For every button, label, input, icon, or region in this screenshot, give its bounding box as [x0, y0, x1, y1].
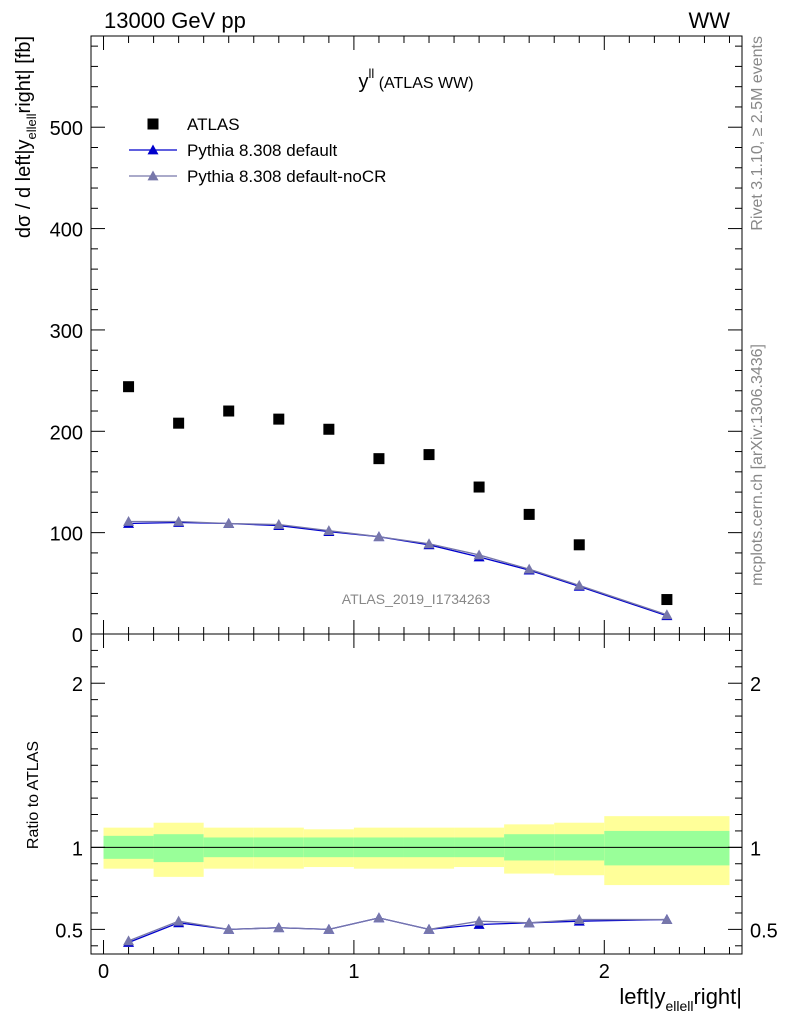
ratio-xlabel-main: left|y — [619, 984, 665, 1009]
legend-marker-triangle — [147, 144, 159, 155]
ratio-frame — [90, 633, 743, 955]
ratio-ytick-label-right: 1 — [750, 838, 761, 860]
data-point-triangle — [173, 515, 185, 526]
ratio-xlabel-sub: ellell — [665, 998, 693, 1014]
ratio-xtick-label: 0 — [98, 961, 109, 983]
legend-marker-triangle — [147, 170, 159, 181]
header-right: WW — [688, 8, 730, 33]
data-point-triangle — [223, 518, 235, 528]
data-point-triangle — [661, 609, 673, 620]
data-point-triangle — [273, 519, 285, 529]
legend-label: Pythia 8.308 default — [187, 141, 338, 160]
main-panel: ATLAS_2019_I1734263 yll (ATLAS WW) dσ / … — [13, 35, 743, 647]
data-point-triangle — [523, 563, 535, 574]
ratio-data-point — [573, 914, 585, 924]
data-point-square — [661, 594, 673, 606]
ratio-panel: Ratio to ATLAS left|yellellright| 0.5 0.5… — [25, 633, 778, 1014]
header-left: 13000 GeV pp — [104, 8, 246, 33]
legend-label: Pythia 8.308 default-noCR — [187, 167, 386, 186]
main-ylabel-suffix: right| [fb] — [13, 36, 35, 113]
mcplots-label: mcplots.cern.ch [arXiv:1306.3436] — [749, 344, 766, 586]
data-point-triangle — [473, 549, 485, 560]
ratio-data-point — [523, 917, 535, 928]
data-point-square — [273, 413, 285, 425]
data-point-square — [423, 449, 435, 461]
ratio-band-inner — [153, 834, 204, 863]
ratio-data-point — [661, 914, 673, 924]
data-point-square — [123, 381, 135, 393]
ratio-data-point — [273, 922, 285, 933]
main-ylabel-main: dσ / d left|y — [13, 139, 35, 238]
data-point-square — [523, 508, 535, 520]
ratio-data-point — [223, 923, 235, 934]
ratio-data-point — [473, 915, 485, 926]
ratio-xlabel: left|yellellright| — [619, 984, 742, 1014]
legend-label: ATLAS — [187, 115, 240, 134]
main-ytick-label: 400 — [50, 220, 83, 242]
data-point-triangle — [123, 515, 135, 526]
data-point-square — [223, 405, 235, 417]
data-point-triangle — [323, 525, 335, 536]
ratio-data-point — [423, 923, 435, 934]
ratio-ylabel: Ratio to ATLAS — [25, 741, 42, 849]
ratio-band-inner — [604, 830, 730, 866]
data-point-square — [173, 417, 185, 429]
ratio-xtick-label: 2 — [599, 961, 610, 983]
main-ytick-label: 100 — [50, 524, 83, 546]
main-title: yll (ATLAS WW) — [358, 66, 473, 93]
ratio-ytick-label: 2 — [72, 674, 83, 696]
ratio-ytick-label-right: 0.5 — [750, 920, 778, 942]
main-ytick-label: 500 — [50, 118, 83, 140]
main-ytick-label: 200 — [50, 422, 83, 444]
main-ytick-label: 300 — [50, 321, 83, 343]
rivet-label: Rivet 3.1.10, ≥ 2.5M events — [749, 36, 766, 231]
legend-marker-square — [147, 118, 159, 130]
data-point-triangle — [423, 538, 435, 549]
data-point-square — [473, 481, 485, 493]
main-title-sup: ll — [368, 66, 374, 81]
legend: ATLAS Pythia 8.308 default Pythia 8.308 de… — [129, 115, 386, 186]
ratio-xtick-label: 1 — [348, 961, 359, 983]
ratio-xlabel-suffix: right| — [693, 984, 742, 1009]
ratio-data-point — [323, 923, 335, 934]
main-ylabel-sub: ellell — [24, 113, 39, 139]
main-title-suffix: (ATLAS WW) — [374, 75, 473, 92]
main-title-main: y — [358, 71, 368, 93]
ratio-data-point — [123, 935, 135, 946]
main-ytick-label: 0 — [72, 625, 83, 647]
main-ylabel: dσ / d left|yellellright| [fb] — [13, 36, 39, 238]
ratio-ytick-label: 1 — [72, 838, 83, 860]
ratio-data-point — [173, 915, 185, 926]
data-point-square — [323, 423, 335, 435]
data-point-triangle — [373, 531, 385, 542]
ratio-ytick-label-right: 2 — [750, 674, 761, 696]
ratio-ytick-label: 0.5 — [55, 920, 83, 942]
data-point-square — [573, 539, 585, 551]
data-point-triangle — [573, 579, 585, 590]
ratio-data-point — [373, 912, 385, 923]
data-point-square — [373, 453, 385, 465]
main-watermark: ATLAS_2019_I1734263 — [342, 591, 491, 607]
